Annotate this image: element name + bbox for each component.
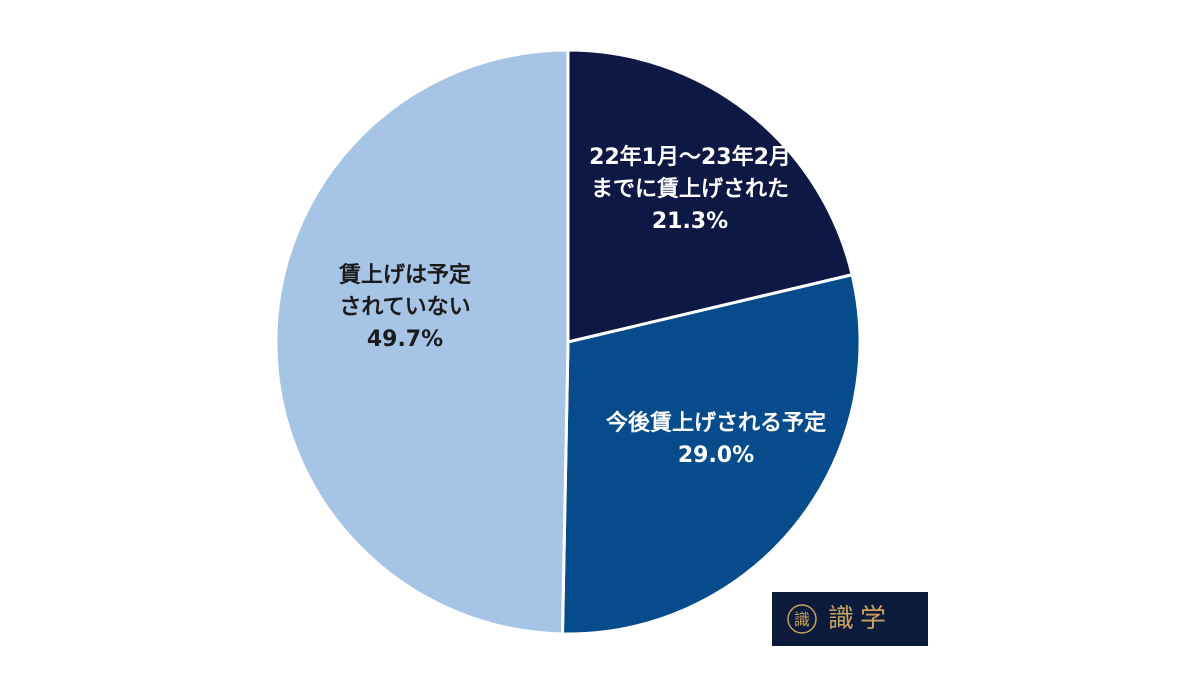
svg-text:識: 識: [794, 610, 810, 629]
logo-text: 識学: [828, 604, 893, 634]
slice-value-label: 21.3%: [652, 209, 728, 234]
seal-icon: 識: [787, 604, 817, 634]
slice-label-3: 賃上げは予定されていない 49.7%: [338, 262, 471, 352]
slice-value-label: 49.7%: [367, 327, 443, 352]
company-logo: 識 識学: [772, 592, 928, 646]
slice-category-label: 22年1月～23年2月: [589, 144, 791, 170]
slice-category-label: されていない: [339, 295, 470, 320]
slice-label-2: 今後賃上げされる予定 29.0%: [606, 410, 826, 468]
pie-slice-3: [274, 48, 570, 636]
pie-slice-1: [566, 48, 854, 344]
slice-category-label: 今後賃上げされる予定: [606, 410, 826, 436]
slice-category-label: までに賃上げされた: [591, 177, 789, 202]
pie-slice-2: [560, 272, 862, 636]
slice-value-label: 29.0%: [678, 443, 754, 468]
slice-label-1: 22年1月～23年2月までに賃上げされた 21.3%: [589, 144, 791, 234]
slice-category-label: 賃上げは予定: [338, 262, 471, 288]
